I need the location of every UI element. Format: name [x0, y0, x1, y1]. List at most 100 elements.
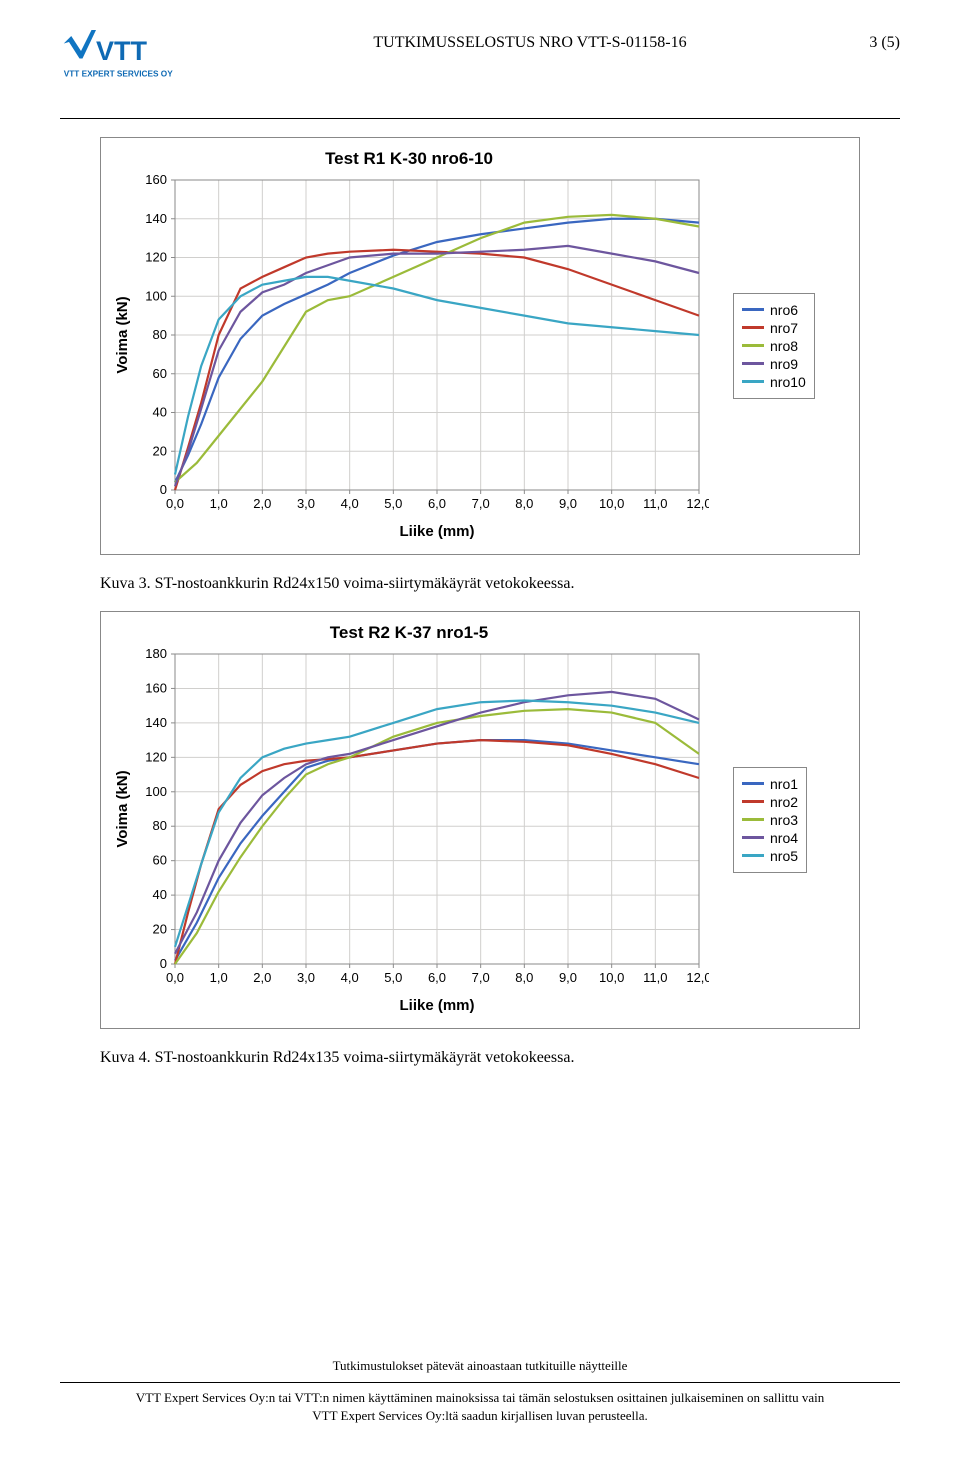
svg-text:4,0: 4,0 [341, 970, 359, 985]
page-header: VTT VTT EXPERT SERVICES OY TUTKIMUSSELOS… [60, 30, 900, 88]
legend-item: nro6 [742, 302, 806, 318]
chart2-plot: Test R2 K-37 nro1-5 0 20 40 60 80 100 120 140 160… [109, 620, 709, 1020]
svg-text:80: 80 [153, 818, 167, 833]
svg-text:20: 20 [153, 921, 167, 936]
footer-line2: VTT Expert Services Oy:n tai VTT:n nimen… [60, 1389, 900, 1407]
legend-label: nro5 [770, 848, 798, 864]
svg-text:Voima (kN): Voima (kN) [114, 296, 131, 373]
svg-text:12,0: 12,0 [686, 496, 709, 511]
legend-item: nro9 [742, 356, 806, 372]
svg-text:9,0: 9,0 [559, 496, 577, 511]
legend-swatch [742, 380, 764, 383]
legend-item: nro5 [742, 848, 798, 864]
svg-text:60: 60 [153, 852, 167, 867]
svg-text:0: 0 [160, 956, 167, 971]
legend-item: nro1 [742, 776, 798, 792]
svg-text:3,0: 3,0 [297, 496, 315, 511]
svg-text:Test R2 K-37 nro1-5: Test R2 K-37 nro1-5 [330, 623, 488, 642]
legend-swatch [742, 800, 764, 803]
legend-label: nro8 [770, 338, 798, 354]
logo-block: VTT VTT EXPERT SERVICES OY [60, 30, 220, 88]
svg-text:11,0: 11,0 [643, 496, 667, 511]
svg-text:7,0: 7,0 [472, 496, 490, 511]
svg-text:0,0: 0,0 [166, 970, 184, 985]
footer-line1: Tutkimustulokset pätevät ainoastaan tutk… [60, 1357, 900, 1375]
logo-company: VTT EXPERT SERVICES OY [64, 70, 173, 79]
legend-label: nro4 [770, 830, 798, 846]
svg-text:9,0: 9,0 [559, 970, 577, 985]
svg-text:160: 160 [145, 680, 167, 695]
chart1-plot: Test R1 K-30 nro6-10 0 20 40 60 80 100 120 140 16… [109, 146, 709, 546]
page-footer: Tutkimustulokset pätevät ainoastaan tutk… [60, 1357, 900, 1425]
footer-line3: VTT Expert Services Oy:ltä saadun kirjal… [60, 1407, 900, 1425]
legend-item: nro10 [742, 374, 806, 390]
legend-swatch [742, 362, 764, 365]
chart2-legend: nro1 nro2 nro3 nro4 nro5 [733, 767, 807, 873]
svg-text:11,0: 11,0 [643, 970, 667, 985]
svg-text:7,0: 7,0 [472, 970, 490, 985]
svg-text:3,0: 3,0 [297, 970, 315, 985]
legend-label: nro3 [770, 812, 798, 828]
legend-label: nro6 [770, 302, 798, 318]
legend-swatch [742, 308, 764, 311]
svg-text:12,0: 12,0 [686, 970, 709, 985]
legend-label: nro9 [770, 356, 798, 372]
svg-text:10,0: 10,0 [599, 496, 624, 511]
logo-letters: VTT [96, 36, 148, 66]
svg-text:2,0: 2,0 [253, 970, 271, 985]
svg-text:100: 100 [145, 783, 167, 798]
chart1-caption: Kuva 3. ST-nostoankkurin Rd24x150 voima-… [100, 575, 860, 593]
svg-text:5,0: 5,0 [384, 970, 402, 985]
footer-rule [60, 1382, 900, 1383]
svg-text:120: 120 [145, 749, 167, 764]
svg-text:Test R1 K-30 nro6-10: Test R1 K-30 nro6-10 [325, 149, 493, 168]
svg-text:Voima (kN): Voima (kN) [114, 770, 131, 847]
chart2-container: Test R2 K-37 nro1-5 0 20 40 60 80 100 120 140 160… [100, 611, 860, 1029]
svg-text:120: 120 [145, 249, 167, 264]
svg-text:20: 20 [153, 443, 167, 458]
legend-swatch [742, 818, 764, 821]
svg-text:0,0: 0,0 [166, 496, 184, 511]
legend-item: nro4 [742, 830, 798, 846]
svg-text:100: 100 [145, 288, 167, 303]
header-rule [60, 118, 900, 119]
svg-text:8,0: 8,0 [515, 970, 533, 985]
svg-text:60: 60 [153, 365, 167, 380]
page: VTT VTT EXPERT SERVICES OY TUTKIMUSSELOS… [0, 0, 960, 1465]
legend-item: nro8 [742, 338, 806, 354]
svg-text:0: 0 [160, 482, 167, 497]
chart1-container: Test R1 K-30 nro6-10 0 20 40 60 80 100 120 140 16… [100, 137, 860, 555]
svg-text:8,0: 8,0 [515, 496, 533, 511]
legend-label: nro1 [770, 776, 798, 792]
legend-label: nro2 [770, 794, 798, 810]
svg-text:Liike (mm): Liike (mm) [399, 523, 474, 540]
legend-swatch [742, 782, 764, 785]
svg-text:6,0: 6,0 [428, 970, 446, 985]
legend-swatch [742, 326, 764, 329]
doc-title: TUTKIMUSSELOSTUS NRO VTT-S-01158-16 [220, 30, 840, 52]
legend-swatch [742, 344, 764, 347]
svg-text:4,0: 4,0 [341, 496, 359, 511]
svg-text:1,0: 1,0 [210, 496, 228, 511]
svg-text:10,0: 10,0 [599, 970, 624, 985]
legend-item: nro7 [742, 320, 806, 336]
svg-text:80: 80 [153, 327, 167, 342]
svg-text:40: 40 [153, 887, 167, 902]
svg-text:160: 160 [145, 172, 167, 187]
legend-label: nro7 [770, 320, 798, 336]
legend-item: nro2 [742, 794, 798, 810]
chart2-caption: Kuva 4. ST-nostoankkurin Rd24x135 voima-… [100, 1049, 860, 1067]
svg-text:40: 40 [153, 404, 167, 419]
svg-text:2,0: 2,0 [253, 496, 271, 511]
legend-swatch [742, 836, 764, 839]
svg-text:140: 140 [145, 714, 167, 729]
legend-item: nro3 [742, 812, 798, 828]
svg-text:140: 140 [145, 210, 167, 225]
chart1-legend: nro6 nro7 nro8 nro9 nro10 [733, 293, 815, 399]
svg-text:180: 180 [145, 646, 167, 661]
page-indicator: 3 (5) [840, 30, 900, 52]
vtt-logo: VTT VTT EXPERT SERVICES OY [60, 30, 210, 83]
legend-swatch [742, 854, 764, 857]
svg-text:Liike (mm): Liike (mm) [399, 997, 474, 1014]
svg-text:6,0: 6,0 [428, 496, 446, 511]
